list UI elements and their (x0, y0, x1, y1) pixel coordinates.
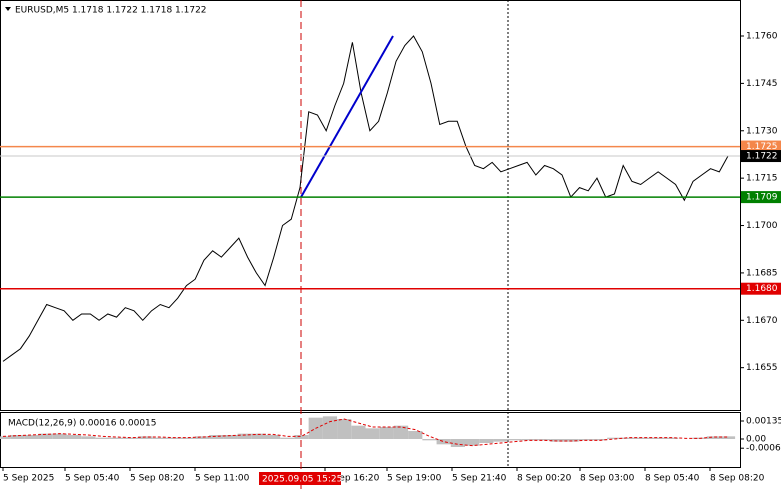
macd-bar (0, 436, 11, 439)
macd-bar (265, 435, 281, 439)
y-tick-label: 1.1730 (746, 126, 778, 136)
macd-bar (194, 436, 210, 439)
y-tick-label: -0.00069 (746, 444, 781, 454)
macd-bar (521, 439, 537, 441)
macd-bar (706, 436, 721, 439)
main-frame (0, 0, 741, 411)
macd-title: MACD(12,26,9) 0.00016 0.00015 (8, 419, 157, 429)
macd-bar (408, 431, 423, 439)
macd-bar (95, 437, 110, 439)
x-tick-label: 5 Sep 05:40 (65, 474, 120, 484)
macd-bar (152, 437, 167, 439)
macd-bar (337, 419, 352, 439)
macd-bar (365, 428, 380, 439)
x-tick-label: 5 Sep 21:40 (452, 474, 507, 484)
macd-bar (465, 439, 480, 446)
y-tick-label: 1.1715 (746, 174, 778, 184)
level-box (741, 191, 781, 204)
y-tick-label: 1.1670 (746, 316, 778, 326)
x-tick-label: 8 Sep 03:00 (580, 474, 635, 484)
macd-bar (507, 439, 522, 441)
macd-bar (223, 435, 238, 439)
event-label: 2025.09.05 15:25 (262, 475, 342, 485)
level-box (741, 140, 781, 153)
macd-bar (24, 435, 39, 439)
level-label: 1.1709 (746, 193, 778, 203)
y-tick-label: 0.00 (746, 435, 766, 445)
macd-bar (493, 439, 508, 442)
level-label: 1.1680 (746, 284, 778, 294)
level-label: 1.1725 (746, 142, 778, 152)
macd-bar (123, 437, 139, 439)
macd-bar (280, 437, 295, 439)
macd-bar (479, 439, 494, 443)
macd-bar (10, 435, 25, 439)
x-tick-label: 5 Sep 19:00 (387, 474, 442, 484)
x-tick-label: 8 Sep 08:20 (710, 474, 765, 484)
x-tick-label: 5 Sep 08:20 (130, 474, 185, 484)
trend-line (300, 35, 394, 198)
event-label-box (259, 472, 341, 485)
macd-bar (66, 435, 82, 439)
menu-arrow[interactable] (5, 7, 11, 11)
macd-bar (38, 433, 53, 439)
y-tick-label: 1.1745 (746, 79, 778, 89)
x-tick-label: 8 Sep 00:20 (517, 474, 572, 484)
macd-bar (138, 436, 153, 439)
x-tick-label: 5 Sep 16:20 (325, 474, 380, 484)
macd-bar (109, 437, 124, 439)
level-box (741, 150, 781, 163)
macd-bar (720, 436, 736, 439)
macd-bar (209, 435, 224, 439)
y-tick-label: 1.1685 (746, 268, 778, 278)
macd-bar (379, 427, 394, 439)
chart-title: EURUSD,M5 1.1718 1.1722 1.1718 1.1722 (15, 6, 207, 16)
signal-line (2, 418, 728, 447)
macd-bar (180, 437, 195, 439)
macd-bar (578, 439, 593, 441)
macd-bar (294, 435, 309, 439)
level-label: 1.1722 (746, 152, 778, 162)
y-tick-label: 1.1760 (746, 32, 778, 42)
y-tick-label: 1.1700 (746, 221, 778, 231)
level-box (741, 282, 781, 295)
macd-bar (635, 437, 650, 439)
macd-bar (450, 439, 466, 447)
macd-bar (251, 433, 266, 439)
macd-frame (0, 412, 741, 468)
macd-bar (322, 416, 338, 439)
macd-bar (649, 437, 665, 439)
macd-bar (393, 425, 409, 439)
y-tick-label: 0.00135 (746, 417, 781, 427)
macd-bar (52, 433, 67, 439)
macd-bar (351, 425, 366, 439)
macd-bar (237, 433, 252, 439)
macd-bar (422, 439, 437, 441)
macd-bar (81, 436, 96, 439)
macd-bar (166, 437, 181, 439)
macd-bar (550, 439, 565, 442)
macd-bar (436, 439, 451, 445)
x-tick-label: 5 Sep 11:00 (195, 474, 250, 484)
macd-bar (564, 439, 579, 442)
macd-bar (664, 437, 679, 439)
y-tick-label: 1.1655 (746, 363, 778, 373)
macd-bar (607, 437, 622, 439)
macd-bar (621, 437, 636, 439)
macd-bar (536, 439, 551, 441)
x-tick-label: 8 Sep 05:40 (645, 474, 700, 484)
macd-bar (592, 439, 608, 441)
x-tick-label: 5 Sep 2025 (3, 474, 54, 484)
